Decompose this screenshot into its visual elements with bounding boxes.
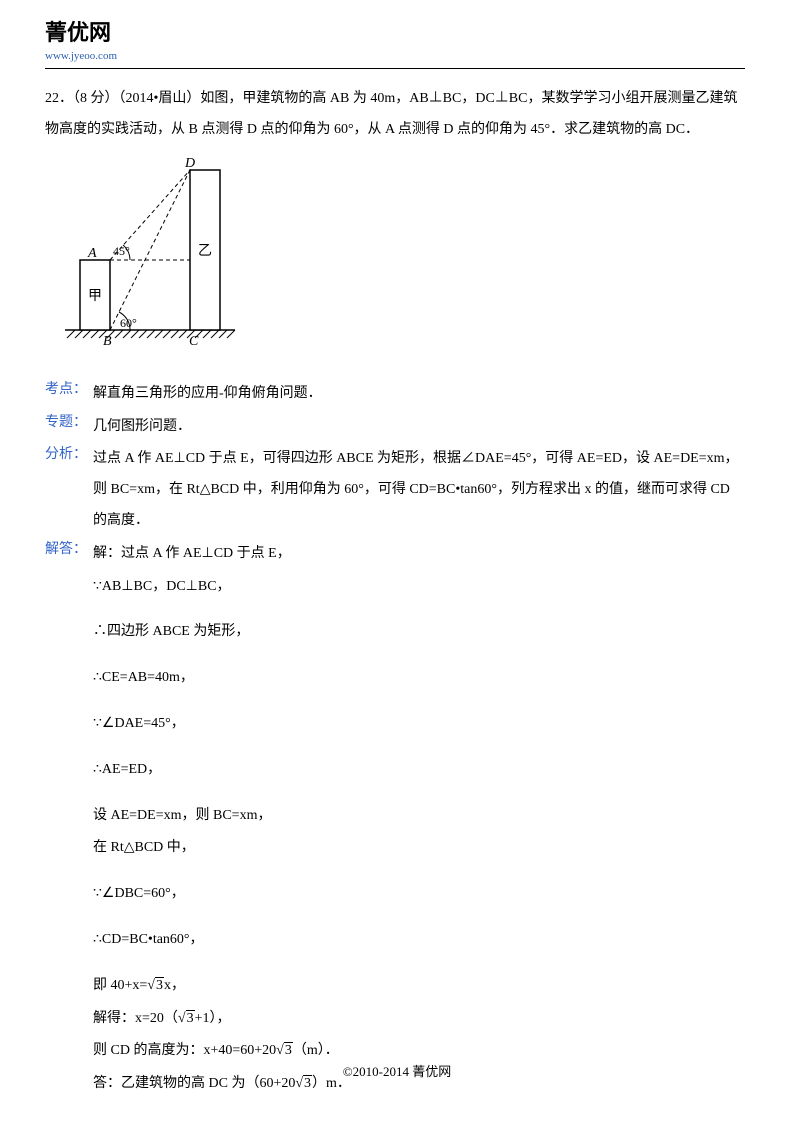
sqrt-icon: 3 <box>178 1004 195 1035</box>
fenxi-label: 分析： <box>45 444 93 536</box>
jieda-line-0: 解：过点 A 作 AE⊥CD 于点 E， <box>93 539 744 570</box>
sol10-pre: 即 40+x= <box>93 978 147 993</box>
fenxi-line-1: 过点 A 作 AE⊥CD 于点 E，可得四边形 ABCE 为矩形，根据∠DAE=… <box>93 444 744 475</box>
solution-line-7: 在 Rt△BCD 中， <box>93 833 744 864</box>
label-d: D <box>184 156 195 171</box>
jieda-label: 解答： <box>45 539 93 570</box>
page-footer: ©2010-2014 菁优网 <box>0 1062 794 1083</box>
sqrt-icon: 3 <box>147 971 164 1002</box>
diagram-svg: A B C D 甲 乙 45° 60° <box>45 155 245 355</box>
solution-line-3: ∴CE=AB=40m， <box>93 663 744 694</box>
jieda-row: 解答： 解：过点 A 作 AE⊥CD 于点 E， <box>45 539 744 570</box>
solution-line-2: ∴四边形 ABCE 为矩形， <box>93 617 744 648</box>
solution-line-10: 即 40+x=3x， <box>93 971 744 1002</box>
sol11-post: +1）， <box>195 1011 231 1026</box>
page-header: 菁优网 www.jyeoo.com <box>0 0 794 66</box>
sol10-post: x， <box>164 978 185 993</box>
kaodian-label: 考点： <box>45 379 93 410</box>
angle-60: 60° <box>120 316 137 330</box>
solution-line-8: ∵∠DBC=60°， <box>93 879 744 910</box>
problem-statement: 22．（8 分）（2014•眉山）如图，甲建筑物的高 AB 为 40m，AB⊥B… <box>45 84 744 146</box>
fenxi-line-2: 则 BC=xm，在 Rt△BCD 中，利用仰角为 60°，可得 CD=BC•ta… <box>93 475 744 506</box>
copyright-text: ©2010-2014 菁优网 <box>343 1064 451 1079</box>
fenxi-line-3: 的高度． <box>93 506 744 537</box>
fenxi-row: 分析： 过点 A 作 AE⊥CD 于点 E，可得四边形 ABCE 为矩形，根据∠… <box>45 444 744 536</box>
zhuanti-row: 专题： 几何图形问题． <box>45 412 744 443</box>
sol12-post: （m）． <box>293 1043 339 1058</box>
angle-45: 45° <box>113 244 130 258</box>
zhuanti-label: 专题： <box>45 412 93 443</box>
problem-line-1: 22．（8 分）（2014•眉山）如图，甲建筑物的高 AB 为 40m，AB⊥B… <box>45 84 744 115</box>
label-a: A <box>87 246 97 261</box>
label-jia: 甲 <box>88 289 102 304</box>
solution-line-6: 设 AE=DE=xm，则 BC=xm， <box>93 801 744 832</box>
kaodian-value: 解直角三角形的应用-仰角俯角问题． <box>93 379 744 410</box>
label-c: C <box>189 334 199 349</box>
solution-line-11: 解得：x=20（3+1）， <box>93 1004 744 1035</box>
fenxi-value: 过点 A 作 AE⊥CD 于点 E，可得四边形 ABCE 为矩形，根据∠DAE=… <box>93 444 744 536</box>
problem-line-2: 物高度的实践活动，从 B 点测得 D 点的仰角为 60°，从 A 点测得 D 点… <box>45 115 744 146</box>
label-b: B <box>103 334 112 349</box>
solution-line-1: ∵AB⊥BC，DC⊥BC， <box>93 572 744 603</box>
site-name: 菁优网 <box>45 15 794 50</box>
solution-line-5: ∴AE=ED， <box>93 755 744 786</box>
page-content: 22．（8 分）（2014•眉山）如图，甲建筑物的高 AB 为 40m，AB⊥B… <box>0 69 794 1100</box>
kaodian-row: 考点： 解直角三角形的应用-仰角俯角问题． <box>45 379 744 410</box>
site-url[interactable]: www.jyeoo.com <box>45 48 794 66</box>
label-yi: 乙 <box>198 243 212 259</box>
solution-line-4: ∵∠DAE=45°， <box>93 709 744 740</box>
zhuanti-value: 几何图形问题． <box>93 412 744 443</box>
solution-line-9: ∴CD=BC•tan60°， <box>93 925 744 956</box>
geometry-diagram: A B C D 甲 乙 45° 60° <box>45 155 744 363</box>
sol11-pre: 解得：x=20（ <box>93 1011 178 1026</box>
sol12-pre: 则 CD 的高度为：x+40=60+20 <box>93 1043 276 1058</box>
